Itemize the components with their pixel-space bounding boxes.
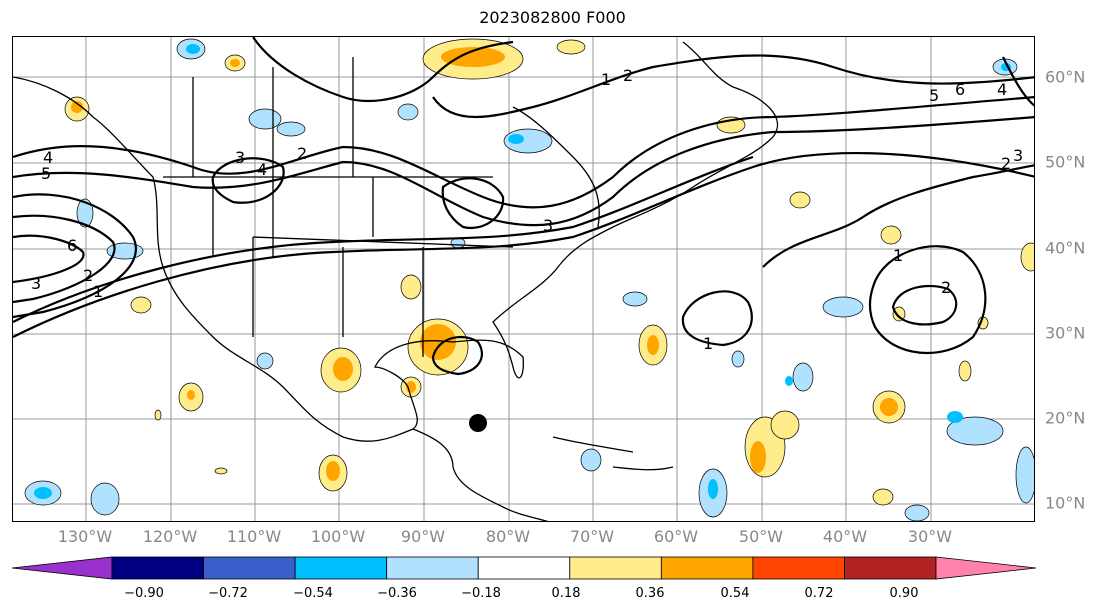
map-svg: 4 5 6 3 2 1 3 4 2 3 1 2 1 1 2 5 6 4 2 3 xyxy=(13,37,1034,521)
positive-anomaly-areas xyxy=(64,38,1034,506)
contour-label: 2 xyxy=(1001,154,1011,173)
colorbar-segment xyxy=(844,556,937,580)
colorbar-segment xyxy=(660,556,754,580)
lon-label: 90°W xyxy=(400,527,446,546)
contour-label: 3 xyxy=(543,216,553,235)
lon-label: 120°W xyxy=(142,527,198,546)
colorbar-segment xyxy=(386,556,479,580)
contour-label: 1 xyxy=(703,334,713,353)
colorbar-tick: −0.90 xyxy=(124,586,164,601)
colorbar-tick: 0.36 xyxy=(635,586,665,601)
negative-anomaly-areas xyxy=(24,38,1034,521)
colorbar-segment xyxy=(294,556,388,580)
colorbar-tick: 0.54 xyxy=(720,586,750,601)
lon-label: 80°W xyxy=(485,527,531,546)
coastlines xyxy=(13,41,779,521)
lon-label: 100°W xyxy=(310,527,366,546)
lon-label: 130°W xyxy=(57,527,113,546)
lat-label: 40°N xyxy=(1045,238,1086,258)
contour-label: 1 xyxy=(893,246,903,265)
contour-label: 4 xyxy=(43,148,53,167)
colorbar-segment xyxy=(569,556,662,580)
colorbar-segment xyxy=(935,556,1037,580)
contour-label: 5 xyxy=(929,86,939,105)
colorbar-segment xyxy=(111,556,204,580)
contour-label: 3 xyxy=(1013,146,1023,165)
contour-label: 3 xyxy=(235,148,245,167)
colorbar-tick: 0.72 xyxy=(804,586,834,601)
contour-labels: 4 5 6 3 2 1 3 4 2 3 1 2 1 1 2 5 6 4 2 3 xyxy=(31,66,1023,353)
storm-center-marker xyxy=(469,414,487,432)
negative-anomaly-cores xyxy=(34,44,1011,499)
lat-label: 10°N xyxy=(1045,493,1086,513)
colorbar-segment xyxy=(203,556,296,580)
contour-label: 5 xyxy=(41,164,51,183)
contour-lines xyxy=(13,37,1034,376)
colorbar-segment xyxy=(477,556,571,580)
lon-label: 110°W xyxy=(226,527,282,546)
map-title: 2023082800 F000 xyxy=(479,8,626,27)
contour-label: 1 xyxy=(601,70,611,89)
positive-anomaly-cores xyxy=(71,47,898,481)
lon-label: 40°W xyxy=(822,527,868,546)
lon-label: 70°W xyxy=(569,527,615,546)
colorbar-tick: −0.54 xyxy=(293,586,333,601)
lon-label: 50°W xyxy=(738,527,784,546)
graticule xyxy=(13,37,1034,521)
colorbar xyxy=(11,556,1037,580)
lat-label: 20°N xyxy=(1045,408,1086,428)
colorbar-tick: −0.36 xyxy=(377,586,417,601)
contour-label: 2 xyxy=(297,144,307,163)
contour-label: 6 xyxy=(955,80,965,99)
lon-label: 30°W xyxy=(907,527,953,546)
contour-label: 2 xyxy=(941,278,951,297)
contour-label: 1 xyxy=(93,282,103,301)
map-panel: 4 5 6 3 2 1 3 4 2 3 1 2 1 1 2 5 6 4 2 3 xyxy=(12,36,1035,522)
colorbar-segment xyxy=(752,556,845,580)
contour-label: 4 xyxy=(257,160,267,179)
colorbar-tick: −0.72 xyxy=(208,586,248,601)
lat-label: 60°N xyxy=(1045,67,1086,87)
colorbar-tick: −0.18 xyxy=(461,586,501,601)
lat-label: 50°N xyxy=(1045,152,1086,172)
contour-label: 4 xyxy=(997,80,1007,99)
contour-label: 6 xyxy=(67,236,77,255)
colorbar-segment xyxy=(11,556,113,580)
colorbar-tick: 0.90 xyxy=(889,586,919,601)
contour-label: 2 xyxy=(83,266,93,285)
contour-label: 3 xyxy=(31,274,41,293)
lon-label: 60°W xyxy=(653,527,699,546)
contour-label: 2 xyxy=(623,66,633,85)
colorbar-tick: 0.18 xyxy=(551,586,581,601)
lat-label: 30°N xyxy=(1045,323,1086,343)
